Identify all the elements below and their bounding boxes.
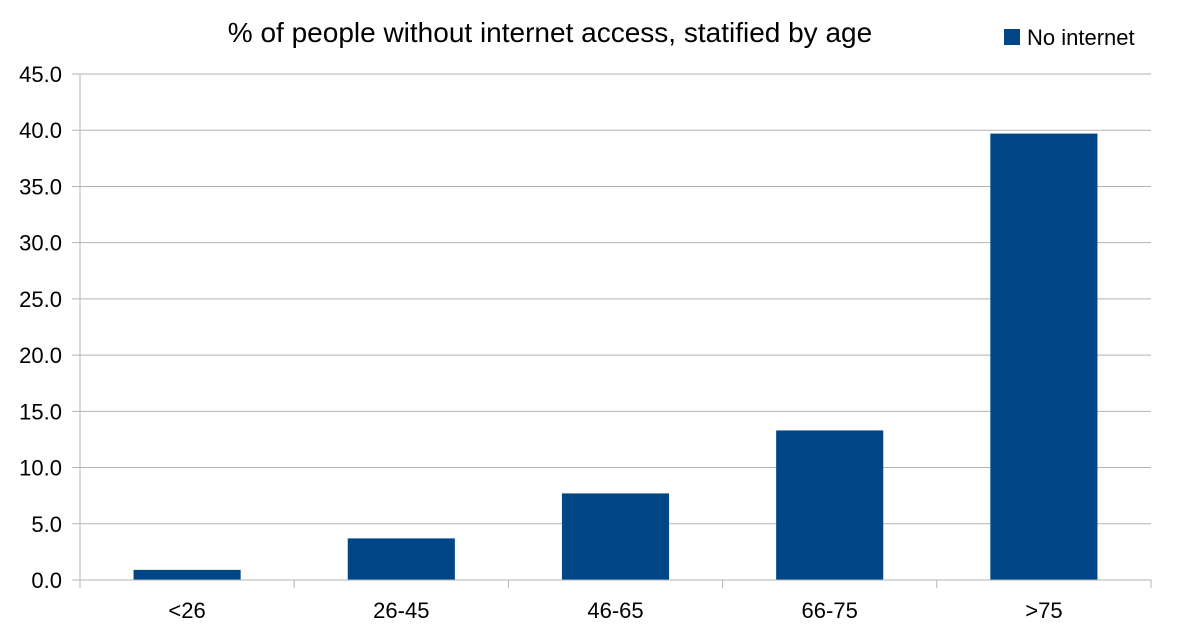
legend-label: No internet <box>1027 25 1135 50</box>
y-tick-label: 35.0 <box>19 174 62 199</box>
y-tick-label: 40.0 <box>19 118 62 143</box>
x-tick-label: 66-75 <box>802 598 858 623</box>
gridlines <box>72 73 1151 581</box>
chart-title: % of people without internet access, sta… <box>228 17 872 48</box>
y-axis-ticks: 0.0 5.0 10.0 15.0 20.0 25.0 30.0 35.0 40.0 45.0 <box>19 62 62 593</box>
bar <box>776 430 884 580</box>
y-tick-label: 5.0 <box>31 512 62 537</box>
y-tick-label: 45.0 <box>19 62 62 87</box>
y-tick-label: 25.0 <box>19 287 62 312</box>
bar <box>133 569 241 580</box>
y-tick-label: 30.0 <box>19 231 62 256</box>
bar <box>990 133 1098 580</box>
legend-swatch <box>1004 29 1020 45</box>
y-tick-label: 15.0 <box>19 399 62 424</box>
x-tick-label: <26 <box>168 598 205 623</box>
y-tick-label: 20.0 <box>19 343 62 368</box>
y-tick-label: 0.0 <box>31 568 62 593</box>
bar <box>347 538 455 580</box>
bar <box>561 493 670 580</box>
x-tick-label: 46-65 <box>587 598 643 623</box>
x-tick-label: 26-45 <box>373 598 429 623</box>
bars <box>133 133 1098 580</box>
x-tick-label: >75 <box>1025 598 1062 623</box>
axes <box>79 74 1152 588</box>
y-tick-label: 10.0 <box>19 456 62 481</box>
x-axis-ticks: <26 26-45 46-65 66-75 >75 <box>168 598 1062 623</box>
legend: No internet <box>1004 25 1135 50</box>
